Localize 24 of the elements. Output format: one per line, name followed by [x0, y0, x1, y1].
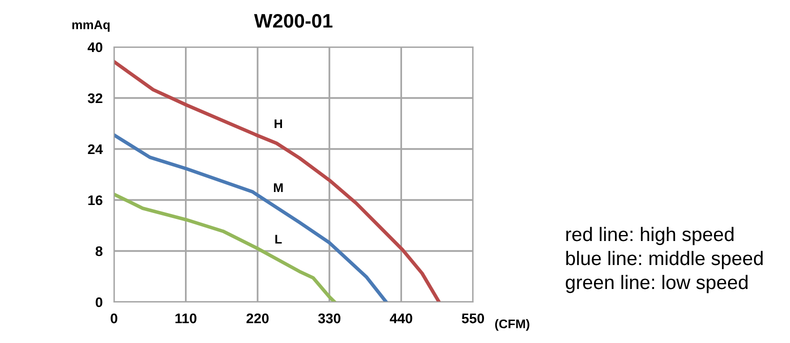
y-tick-label: 32	[88, 93, 102, 104]
text: green line: low speed	[566, 274, 748, 294]
x-tick-label: 330	[318, 313, 340, 324]
x-axis-title: (CFM)	[495, 319, 530, 331]
y-tick-label: 16	[88, 195, 102, 206]
x-tick-label: 0	[110, 313, 118, 324]
text: blue line: middle speed	[566, 250, 763, 270]
series-label: L	[275, 234, 282, 244]
line-series	[114, 60, 441, 302]
y-tick-label: 40	[88, 42, 102, 52]
text: red line: high speed	[566, 226, 734, 246]
x-tick-label: 550	[462, 313, 484, 324]
y-tick-label: 0	[96, 297, 102, 308]
series-label: H	[274, 119, 282, 128]
line-series	[114, 192, 336, 302]
x-tick-label: 110	[175, 313, 196, 324]
chart-title: W200-01	[254, 14, 332, 28]
y-axis-title: mmAq	[72, 20, 110, 32]
line-series	[114, 133, 388, 302]
y-tick-label: 24	[88, 144, 103, 154]
x-tick-label: 220	[246, 313, 269, 324]
series-label: M	[274, 183, 283, 192]
x-tick-label: 440	[390, 313, 412, 324]
y-tick-label: 8	[96, 246, 102, 256]
